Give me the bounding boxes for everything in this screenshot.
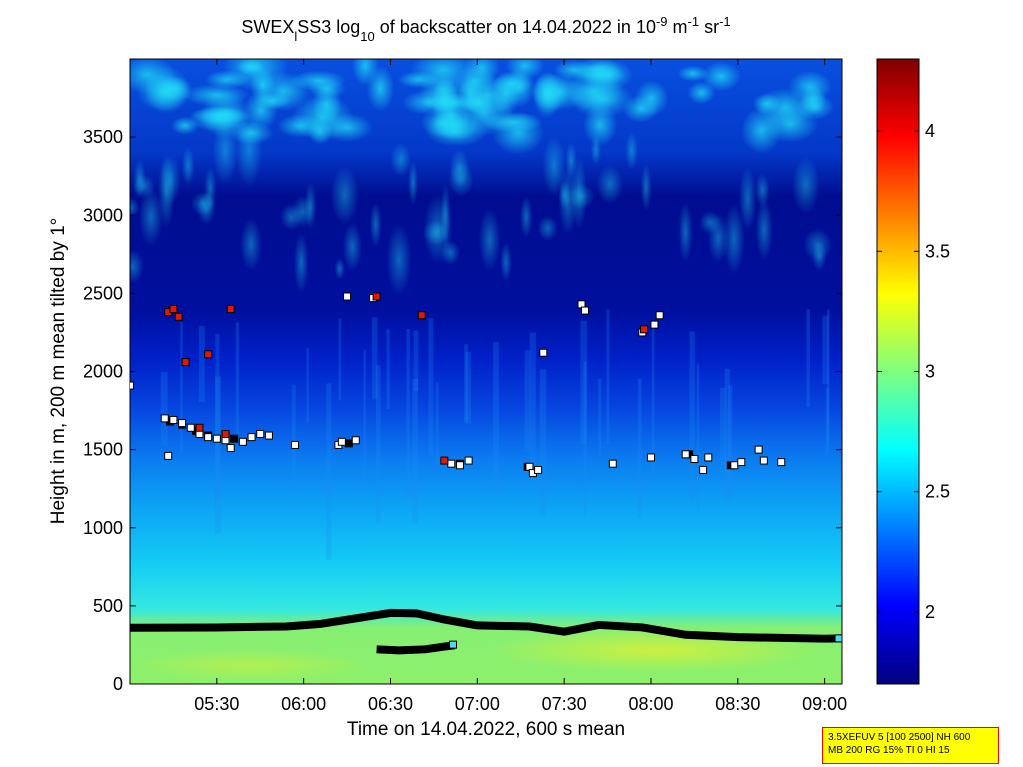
layer-marker-white xyxy=(247,433,256,442)
colorbar-tick-label: 3.5 xyxy=(925,241,950,261)
layer-marker-white xyxy=(178,419,187,428)
layer-marker-black xyxy=(344,439,353,448)
x-tick-label: 08:00 xyxy=(628,694,673,714)
info-line-2: MB 200 RG 15% TI 0 HI 15 xyxy=(828,745,950,756)
layer-marker-white xyxy=(169,415,178,424)
layer-marker-red xyxy=(640,325,649,334)
layer-marker-white xyxy=(759,456,768,465)
layer-marker-white xyxy=(539,348,548,357)
layer-marker-white xyxy=(455,461,464,470)
colorbar-tick-label: 3 xyxy=(925,362,935,382)
x-tick-label: 07:30 xyxy=(542,694,587,714)
lower-layer-line xyxy=(376,641,456,655)
x-axis-label: Time on 14.04.2022, 600 s mean xyxy=(347,719,625,740)
layer-marker-white xyxy=(730,461,739,470)
x-tick-label: 05:30 xyxy=(194,694,239,714)
x-tick-label: 06:30 xyxy=(368,694,413,714)
layer-marker-white xyxy=(690,455,699,463)
layer-marker-white xyxy=(650,320,659,329)
layer-marker-cyan xyxy=(449,640,458,649)
layer-marker-white xyxy=(238,437,247,446)
y-tick-label: 1000 xyxy=(83,518,123,538)
colorbar-tick-label: 4 xyxy=(925,121,935,141)
y-axis-label: Height in m, 200 m mean tilted by 1° xyxy=(48,218,69,524)
y-tick-label: 2500 xyxy=(83,283,123,303)
layer-marker-white xyxy=(160,414,169,423)
x-tick-label: 09:00 xyxy=(802,694,847,714)
layer-marker-red xyxy=(174,312,183,321)
layer-marker-white xyxy=(186,423,195,432)
y-axis: 0 500 1000 1500 2000 2500 3000 3500 xyxy=(83,127,842,694)
layer-marker-white xyxy=(534,465,543,474)
y-tick-label: 3000 xyxy=(83,205,123,225)
layer-marker-white xyxy=(464,456,473,465)
layer-marker-white xyxy=(681,450,690,459)
y-tick-label: 1500 xyxy=(83,440,123,460)
layer-marker-red xyxy=(181,358,190,367)
layer-marker-red xyxy=(226,305,235,313)
layer-marker-white xyxy=(264,431,273,440)
x-tick-label: 06:00 xyxy=(281,694,326,714)
layer-marker-white xyxy=(580,306,589,315)
chart-title: SWEXlSS3 log10 of backscatter on 14.04.2… xyxy=(241,14,730,44)
layer-marker-white xyxy=(337,437,346,446)
colorbar-axis: 2 2.5 3 3.5 4 xyxy=(877,121,950,622)
layer-marker-red xyxy=(169,305,178,313)
layer-marker-cyan xyxy=(834,634,842,643)
mixing-layer-height-line xyxy=(130,608,842,643)
layer-marker-white xyxy=(608,459,617,468)
layer-marker-white xyxy=(351,436,360,445)
y-tick-label: 500 xyxy=(93,596,123,616)
layer-marker-red xyxy=(204,350,213,359)
layer-marker-white xyxy=(737,458,746,467)
layer-markers xyxy=(130,292,842,649)
layer-marker-white xyxy=(204,433,213,442)
y-tick-label: 3500 xyxy=(83,127,123,147)
x-tick-label: 07:00 xyxy=(455,694,500,714)
layer-marker-red xyxy=(221,430,230,438)
info-line-1: 3.5XEFUV 5 [100 2500] NH 600 xyxy=(828,732,971,743)
layer-marker-white xyxy=(655,311,664,320)
x-tick-label: 08:30 xyxy=(715,694,760,714)
layer-marker-red xyxy=(440,456,449,465)
layer-marker-white xyxy=(447,459,456,468)
layer-marker-white xyxy=(777,458,786,467)
heatmap xyxy=(130,59,842,684)
layer-marker-white xyxy=(646,453,655,462)
y-tick-label: 2000 xyxy=(83,362,123,382)
y-tick-label: 0 xyxy=(113,674,123,694)
layer-marker-white xyxy=(754,445,763,454)
layer-marker-white xyxy=(164,451,173,460)
layer-marker-white xyxy=(226,444,235,453)
layer-marker-white xyxy=(699,465,708,474)
processing-info-box: 3.5XEFUV 5 [100 2500] NH 600 MB 200 RG 1… xyxy=(822,727,999,764)
colorbar xyxy=(876,58,920,685)
x-axis: 05:30 06:00 06:30 07:00 07:30 08:00 08:30 09:00 xyxy=(194,59,847,714)
layer-marker-red xyxy=(417,311,426,320)
colorbar-tick-label: 2 xyxy=(925,602,935,622)
layer-marker-white xyxy=(290,440,299,449)
layer-marker-red xyxy=(195,423,204,432)
layer-marker-white xyxy=(704,453,713,462)
layer-marker-white xyxy=(130,381,134,390)
colorbar-tick-label: 2.5 xyxy=(925,482,950,502)
layer-marker-red xyxy=(372,292,381,301)
layer-marker-white xyxy=(212,434,221,443)
layer-marker-white xyxy=(256,430,265,438)
layer-marker-white xyxy=(343,292,352,301)
layer-marker-black xyxy=(230,434,239,443)
